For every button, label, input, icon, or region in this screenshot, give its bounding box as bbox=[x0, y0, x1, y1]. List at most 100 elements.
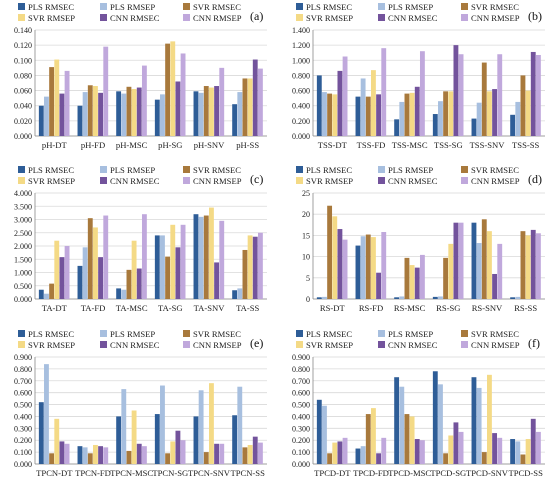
bar-pls-rmsep-tss-dt bbox=[322, 92, 327, 136]
x-tick-label: pH-FD bbox=[81, 140, 105, 150]
legend-item-svr-rmsec: SVR RMSEC bbox=[461, 165, 519, 175]
legend-label: PLS RMSEP bbox=[388, 329, 433, 339]
x-tick-label: RS-DT bbox=[320, 303, 346, 313]
y-tick-label: 25 bbox=[302, 189, 310, 198]
bar-cnn-rmsep-ph-sg bbox=[180, 53, 186, 136]
bar-pls-rmsec-ta-sg bbox=[154, 235, 160, 299]
bar-pls-rmsep-ph-snv bbox=[198, 92, 204, 136]
legend-item-pls-rmsec: PLS RMSEC bbox=[296, 329, 352, 339]
bar-cnn-rmsep-tpcd-sg bbox=[458, 431, 464, 464]
bar-svr-rmsec-rs-dt bbox=[327, 205, 333, 299]
bar-cnn-rmsep-tpcd-msc bbox=[419, 440, 425, 464]
legend-item-cnn-rmsec: CNN RMSEC bbox=[378, 176, 438, 186]
bar-pls-rmsec-ta-msc bbox=[116, 288, 122, 299]
bar-svr-rmsec-ta-msc bbox=[126, 269, 132, 299]
bar-pls-rmsep-ta-sg bbox=[160, 235, 165, 299]
bar-svr-rmsep-tpcn-fd bbox=[93, 444, 98, 464]
bar-cnn-rmsec-ta-ss bbox=[252, 236, 258, 299]
y-tick-label: 0.000 bbox=[14, 132, 32, 141]
x-tick-label: TSS-SNV bbox=[470, 140, 506, 150]
bar-svr-rmsec-ph-sg bbox=[165, 43, 171, 136]
bar-svr-rmsep-ph-snv bbox=[209, 87, 214, 136]
x-tick-label: TA-DT bbox=[42, 303, 68, 313]
x-tick-label: RS-MSC bbox=[394, 303, 426, 313]
y-tick-label: 1.500 bbox=[14, 255, 32, 264]
bar-svr-rmsec-tss-fd bbox=[365, 96, 371, 136]
bar-cnn-rmsec-rs-msc bbox=[414, 267, 420, 299]
bar-cnn-rmsec-ph-ss bbox=[252, 59, 258, 136]
bar-svr-rmsec-rs-ss bbox=[520, 231, 526, 299]
panel-f: PLS RMSEC PLS RMSEP SVR RMSEC SVR RMSEP CNN … bbox=[292, 329, 545, 478]
bar-pls-rmsep-rs-msc bbox=[399, 296, 405, 299]
y-tick-label: 0.400 bbox=[292, 412, 310, 421]
bar-svr-rmsec-tpcd-dt bbox=[327, 453, 333, 464]
bar-cnn-rmsep-tpcn-snv bbox=[219, 443, 225, 464]
bar-cnn-rmsec-tpcn-msc bbox=[136, 443, 142, 464]
bar-cnn-rmsec-tpcn-ss bbox=[252, 436, 258, 464]
bar-svr-rmsec-tss-ss bbox=[520, 75, 526, 136]
x-tick-label: pH-MSC bbox=[116, 140, 148, 150]
bar-cnn-rmsec-ph-snv bbox=[214, 86, 220, 136]
legend-swatch bbox=[296, 3, 303, 10]
y-tick-label: 0.600 bbox=[14, 389, 32, 398]
bar-svr-rmsep-rs-sg bbox=[448, 243, 454, 299]
bar-svr-rmsec-tpcd-msc bbox=[404, 414, 410, 464]
bar-pls-rmsep-tpcn-snv bbox=[198, 390, 204, 464]
bar-svr-rmsep-tpcd-sg bbox=[448, 435, 454, 464]
bar-cnn-rmsep-tss-ss bbox=[535, 54, 541, 136]
legend-item-pls-rmsec: PLS RMSEC bbox=[296, 165, 352, 175]
bar-pls-rmsep-tss-ss bbox=[515, 101, 521, 136]
bar-pls-rmsep-tpcd-dt bbox=[322, 405, 327, 464]
bar-pls-rmsep-rs-dt bbox=[322, 296, 327, 299]
bar-cnn-rmsec-ph-dt bbox=[59, 93, 65, 136]
bar-cnn-rmsep-tss-dt bbox=[342, 56, 348, 136]
bar-pls-rmsec-tss-ss bbox=[510, 114, 516, 136]
bar-svr-rmsep-tpcn-snv bbox=[209, 383, 214, 464]
y-tick-label: 0.400 bbox=[292, 102, 310, 111]
bar-pls-rmsep-ta-msc bbox=[121, 289, 127, 299]
x-tick-label: TPCN-SS bbox=[230, 468, 265, 478]
bar-svr-rmsec-ph-snv bbox=[203, 86, 209, 136]
x-tick-label: pH-SNV bbox=[194, 140, 225, 150]
bar-svr-rmsep-ph-ss bbox=[247, 78, 253, 136]
legend-swatch bbox=[100, 330, 107, 337]
y-tick-label: 0.080 bbox=[14, 71, 32, 80]
bar-cnn-rmsep-rs-snv bbox=[497, 243, 503, 299]
x-tick-label: RS-SG bbox=[436, 303, 460, 313]
bar-cnn-rmsec-tpcn-sg bbox=[175, 430, 181, 464]
bar-cnn-rmsec-tpcn-snv bbox=[214, 443, 220, 464]
legend-item-pls-rmsep: PLS RMSEP bbox=[100, 329, 155, 339]
y-tick-label: 0.600 bbox=[292, 87, 310, 96]
bar-svr-rmsep-tss-snv bbox=[487, 91, 492, 136]
legend-swatch bbox=[461, 166, 468, 173]
bar-svr-rmsec-tpcd-sg bbox=[443, 453, 449, 464]
bar-svr-rmsec-ta-fd bbox=[87, 218, 93, 299]
bar-cnn-rmsec-tss-sg bbox=[453, 45, 459, 136]
bar-svr-rmsec-ph-ss bbox=[242, 78, 248, 136]
x-tick-label: TA-SG bbox=[158, 303, 183, 313]
x-tick-label: TA-SS bbox=[236, 303, 259, 313]
legend-swatch bbox=[18, 166, 25, 173]
bar-svr-rmsep-rs-msc bbox=[409, 265, 415, 299]
bar-cnn-rmsep-rs-ss bbox=[535, 233, 541, 299]
y-tick-label: 1.400 bbox=[292, 26, 310, 35]
y-tick-label: 1.000 bbox=[14, 269, 32, 278]
y-tick-label: 0.000 bbox=[292, 460, 310, 469]
bar-pls-rmsec-tss-msc bbox=[394, 119, 400, 136]
bar-pls-rmsec-tss-dt bbox=[316, 75, 322, 136]
bar-pls-rmsep-rs-ss bbox=[515, 296, 521, 299]
x-tick-label: TSS-SS bbox=[512, 140, 539, 150]
legend-label: CNN RMSEC bbox=[110, 340, 160, 350]
bar-svr-rmsec-tss-sg bbox=[443, 91, 449, 136]
bar-cnn-rmsep-ph-snv bbox=[219, 67, 225, 136]
bar-svr-rmsec-tpcn-fd bbox=[87, 453, 93, 464]
legend-item-cnn-rmsep: CNN RMSEP bbox=[461, 340, 520, 350]
bar-pls-rmsec-tpcn-snv bbox=[193, 416, 199, 464]
bar-cnn-rmsep-tss-msc bbox=[419, 51, 425, 137]
x-tick-label: TPCN-DT bbox=[36, 468, 73, 478]
bar-cnn-rmsec-ph-msc bbox=[136, 87, 142, 136]
legend-item-pls-rmsec: PLS RMSEC bbox=[296, 2, 352, 12]
bar-pls-rmsep-tss-msc bbox=[399, 101, 405, 136]
legend-label: SVR RMSEC bbox=[193, 2, 241, 12]
bar-svr-rmsep-ta-fd bbox=[93, 227, 98, 299]
